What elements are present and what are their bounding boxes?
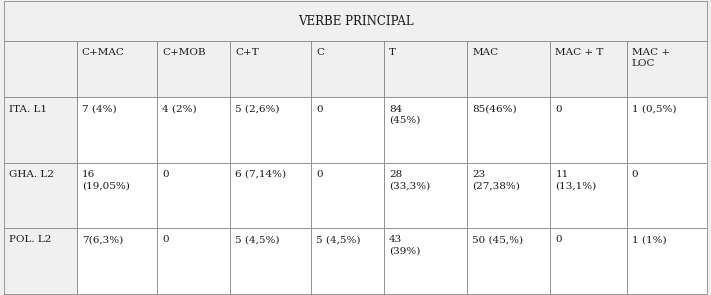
Text: 0: 0 — [316, 170, 323, 179]
Text: 5 (2,6%): 5 (2,6%) — [235, 105, 280, 114]
Text: 50 (45,%): 50 (45,%) — [472, 235, 523, 244]
Bar — [550, 97, 627, 163]
Bar — [230, 97, 311, 163]
Text: 16
(19,05%): 16 (19,05%) — [82, 170, 129, 190]
Text: 1 (1%): 1 (1%) — [632, 235, 666, 244]
Bar — [550, 228, 627, 294]
Bar — [4, 97, 77, 163]
Bar — [77, 163, 157, 228]
Bar — [467, 163, 550, 228]
Text: C+MAC: C+MAC — [82, 48, 124, 57]
Bar — [77, 97, 157, 163]
Text: 0: 0 — [555, 235, 562, 244]
Bar — [230, 228, 311, 294]
Text: 1 (0,5%): 1 (0,5%) — [632, 105, 676, 114]
Bar — [384, 41, 467, 97]
Text: 0: 0 — [555, 105, 562, 114]
Text: 23
(27,38%): 23 (27,38%) — [472, 170, 520, 190]
Text: MAC +
LOC: MAC + LOC — [632, 48, 670, 68]
Text: 43
(39%): 43 (39%) — [389, 235, 420, 255]
Bar — [384, 228, 467, 294]
Text: 0: 0 — [162, 170, 169, 179]
Text: GHA. L2: GHA. L2 — [9, 170, 53, 179]
Text: 28
(33,3%): 28 (33,3%) — [389, 170, 430, 190]
Bar — [311, 41, 384, 97]
Text: 7(6,3%): 7(6,3%) — [82, 235, 123, 244]
Bar — [77, 228, 157, 294]
Text: C+T: C+T — [235, 48, 259, 57]
Bar — [467, 228, 550, 294]
Text: C: C — [316, 48, 324, 57]
Bar — [627, 41, 707, 97]
Bar — [384, 163, 467, 228]
Text: 0: 0 — [632, 170, 638, 179]
Text: 6 (7,14%): 6 (7,14%) — [235, 170, 287, 179]
Text: 7 (4%): 7 (4%) — [82, 105, 117, 114]
Bar — [157, 228, 230, 294]
Bar — [627, 163, 707, 228]
Bar — [157, 41, 230, 97]
Bar — [311, 228, 384, 294]
Text: MAC: MAC — [472, 48, 498, 57]
Bar — [230, 41, 311, 97]
Bar — [4, 41, 77, 97]
Bar — [467, 97, 550, 163]
Text: 5 (4,5%): 5 (4,5%) — [316, 235, 360, 244]
Bar — [311, 97, 384, 163]
Text: 0: 0 — [162, 235, 169, 244]
Text: 4 (2%): 4 (2%) — [162, 105, 197, 114]
Text: MAC + T: MAC + T — [555, 48, 604, 57]
Bar — [550, 41, 627, 97]
Bar — [4, 1, 707, 41]
Text: C+MOB: C+MOB — [162, 48, 206, 57]
Bar — [4, 228, 77, 294]
Text: VERBE PRINCIPAL: VERBE PRINCIPAL — [298, 14, 413, 28]
Text: 5 (4,5%): 5 (4,5%) — [235, 235, 280, 244]
Bar — [4, 163, 77, 228]
Text: POL. L2: POL. L2 — [9, 235, 51, 244]
Text: T: T — [389, 48, 396, 57]
Text: 11
(13,1%): 11 (13,1%) — [555, 170, 597, 190]
Bar — [550, 163, 627, 228]
Bar — [467, 41, 550, 97]
Bar — [627, 97, 707, 163]
Bar — [157, 97, 230, 163]
Text: ITA. L1: ITA. L1 — [9, 105, 46, 114]
Bar — [230, 163, 311, 228]
Text: 0: 0 — [316, 105, 323, 114]
Bar — [77, 41, 157, 97]
Bar — [311, 163, 384, 228]
Bar — [384, 97, 467, 163]
Text: 85(46%): 85(46%) — [472, 105, 517, 114]
Text: 84
(45%): 84 (45%) — [389, 105, 420, 125]
Bar — [157, 163, 230, 228]
Bar — [627, 228, 707, 294]
